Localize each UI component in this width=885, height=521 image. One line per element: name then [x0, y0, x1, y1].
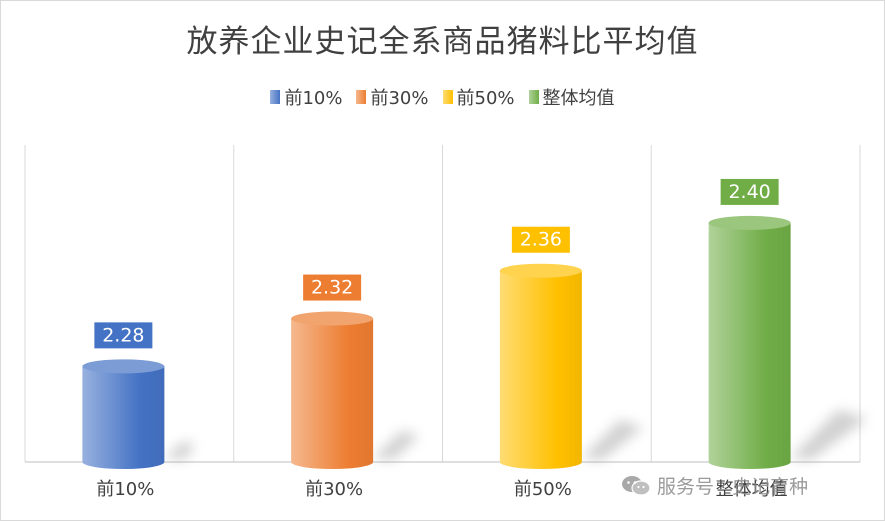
legend-item: 前30% [356, 84, 429, 110]
bar-shadow [790, 409, 868, 460]
chart-title: 放养企业史记全系商品猪料比平均值 [186, 24, 699, 60]
bar-1 [82, 366, 165, 469]
data-label: 2.40 [728, 181, 770, 203]
data-label-box [720, 178, 779, 205]
data-label: 2.32 [311, 277, 353, 299]
legend-swatch [270, 90, 281, 104]
data-label: 2.28 [102, 324, 144, 346]
bar-3 [499, 270, 582, 469]
data-label-box [511, 226, 570, 253]
x-tick-label: 前50% [514, 479, 572, 500]
bar-shadow [373, 430, 420, 460]
data-label-box [94, 322, 153, 349]
bar-shadow [581, 419, 644, 460]
x-tick-label: 整体均值 [716, 479, 788, 500]
legend-label: 前30% [370, 88, 429, 109]
watermark: 服务号 · 史记育种 [621, 472, 808, 499]
x-tick-label: 前30% [305, 479, 363, 500]
legend-swatch [356, 90, 367, 104]
bar-shadow [164, 440, 195, 460]
data-label-box [303, 274, 362, 301]
legend: 前10% 前30% 前50% 整体均值 [0, 84, 885, 110]
legend-label: 整体均值 [542, 88, 615, 109]
watermark-text: 服务号 · 史记育种 [657, 476, 809, 498]
bar-top-cap [82, 359, 165, 374]
bar-top-cap [499, 263, 582, 278]
bar-top-cap [708, 215, 791, 230]
legend-label: 前10% [284, 88, 343, 109]
legend-swatch [442, 90, 453, 104]
x-tick-label: 前10% [96, 479, 154, 500]
data-label: 2.36 [520, 229, 562, 251]
bar-top-cap [291, 311, 374, 326]
legend-item: 前50% [442, 84, 515, 110]
bar-4 [708, 222, 791, 469]
wechat-icon [622, 475, 651, 496]
legend-swatch [528, 90, 539, 104]
legend-label: 前50% [456, 88, 515, 109]
legend-item: 整体均值 [528, 84, 615, 110]
bar-2 [291, 318, 374, 469]
legend-item: 前10% [270, 84, 342, 110]
